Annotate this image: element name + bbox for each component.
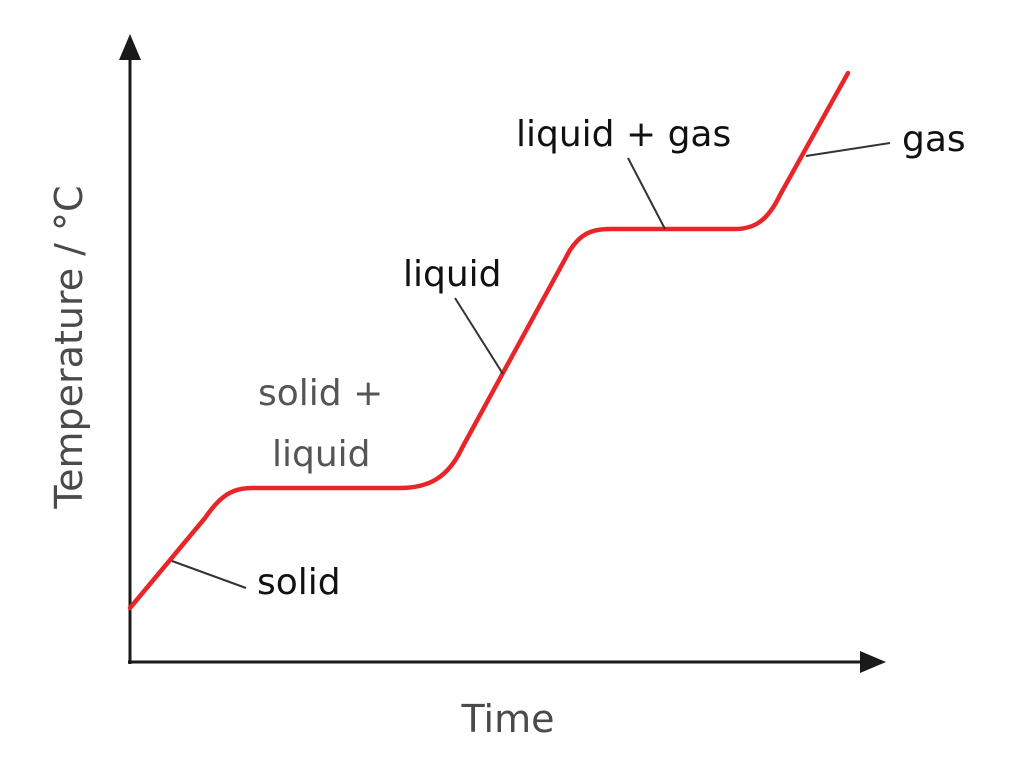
x-axis-label: Time xyxy=(461,697,555,741)
solid-liquid-label-line1: solid + xyxy=(258,373,383,414)
solid-liquid-label-line2: liquid xyxy=(272,434,371,475)
x-axis-arrowhead xyxy=(860,651,886,673)
y-axis-label: Temperature / °C xyxy=(47,185,91,509)
heating-curve xyxy=(127,70,851,611)
y-axis-arrowhead xyxy=(119,34,141,60)
liquid-gas-label: liquid + gas xyxy=(516,114,731,155)
liquid-gas-leader-line xyxy=(627,157,666,230)
liquid-label: liquid xyxy=(403,254,502,295)
gas-leader-line xyxy=(805,142,891,157)
gas-label: gas xyxy=(902,119,966,160)
leader-lines xyxy=(171,142,891,589)
axes xyxy=(119,34,886,673)
solid-label: solid xyxy=(257,562,341,603)
solid-leader-line xyxy=(171,560,247,589)
liquid-leader-line xyxy=(454,297,504,375)
